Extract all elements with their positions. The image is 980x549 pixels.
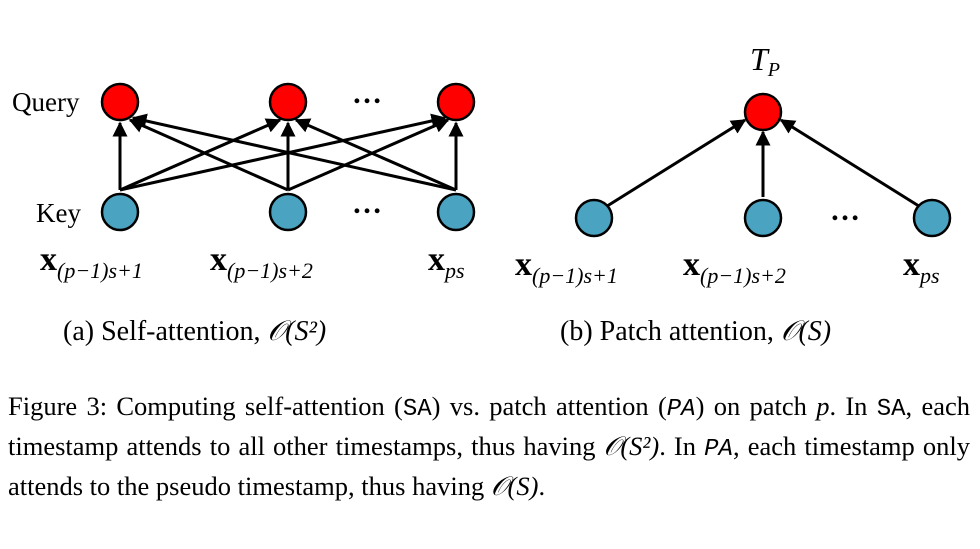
key-node-1 — [100, 192, 140, 232]
edge-k1-q2 — [119, 118, 282, 192]
panel-a-caption: (a) Self-attention, 𝒪(S²) — [63, 316, 326, 347]
caption-text: , each timestamp only attends to the pse… — [8, 431, 970, 501]
caption-complexity-pa: 𝒪(S) — [490, 471, 539, 501]
caption-text: , each timestamp attends to all other ti… — [8, 391, 970, 461]
pseudo-timestamp-label: TP — [750, 41, 780, 81]
edge-k2-q3 — [287, 118, 450, 192]
figure-caption: Figure 3: Computing self-attention (SA) … — [8, 388, 970, 504]
x-label-b-1: x(p−1)s+1 — [515, 246, 618, 288]
attention-edges-a — [112, 113, 464, 192]
edge-k3-q2 — [294, 118, 457, 192]
edge-k3-q1 — [131, 113, 457, 192]
edge-b-3 — [779, 118, 923, 210]
query-node-1 — [100, 82, 140, 122]
key-node-b-2 — [743, 198, 783, 238]
key-node-3 — [436, 192, 476, 232]
x-label-a-2: x(p−1)s+2 — [210, 241, 313, 283]
caption-pa-abbrev: PA — [704, 436, 733, 463]
edge-k2-q1 — [128, 118, 289, 192]
caption-pa-abbrev: PA — [666, 396, 696, 423]
caption-text: . — [538, 471, 546, 501]
caption-sa-abbrev: SA — [402, 396, 432, 423]
query-node-2 — [268, 82, 308, 122]
caption-text: ) vs. patch attention ( — [431, 391, 667, 421]
pseudo-timestamp-node — [743, 92, 783, 132]
query-node-3 — [436, 82, 476, 122]
key-ellipsis: … — [352, 187, 382, 220]
key-b-ellipsis: … — [830, 194, 860, 227]
attention-edges-b — [603, 118, 923, 210]
x-label-b-3: xps — [903, 246, 940, 288]
caption-sa-abbrev: SA — [876, 396, 906, 423]
caption-text: . In — [829, 391, 877, 421]
panel-b-patch-attention: TP … x(p−1)s+1 x(p−1)s+2 xps (b) Patch a… — [515, 41, 952, 347]
key-label: Key — [36, 198, 81, 228]
panel-a-self-attention: Query Key … … x(p−1)s+1 x(p−1)s+2 — [12, 77, 476, 347]
key-node-b-3 — [912, 198, 952, 238]
query-ellipsis: … — [352, 77, 382, 110]
caption-text: ) on patch — [695, 391, 817, 421]
caption-complexity-sa: 𝒪(S²) — [603, 431, 660, 461]
x-label-a-1: x(p−1)s+1 — [40, 241, 143, 283]
key-node-b-1 — [574, 198, 614, 238]
edge-k1-q3 — [119, 113, 447, 192]
caption-text: . In — [659, 431, 705, 461]
x-label-b-2: x(p−1)s+2 — [683, 246, 786, 288]
caption-patch-variable: p — [816, 391, 830, 421]
query-label: Query — [12, 87, 80, 117]
caption-text: Figure 3: Computing self-attention ( — [8, 391, 403, 421]
key-node-2 — [268, 192, 308, 232]
panel-b-caption: (b) Patch attention, 𝒪(S) — [560, 316, 831, 347]
x-label-a-3: xps — [428, 241, 465, 283]
edge-b-1 — [603, 118, 747, 210]
